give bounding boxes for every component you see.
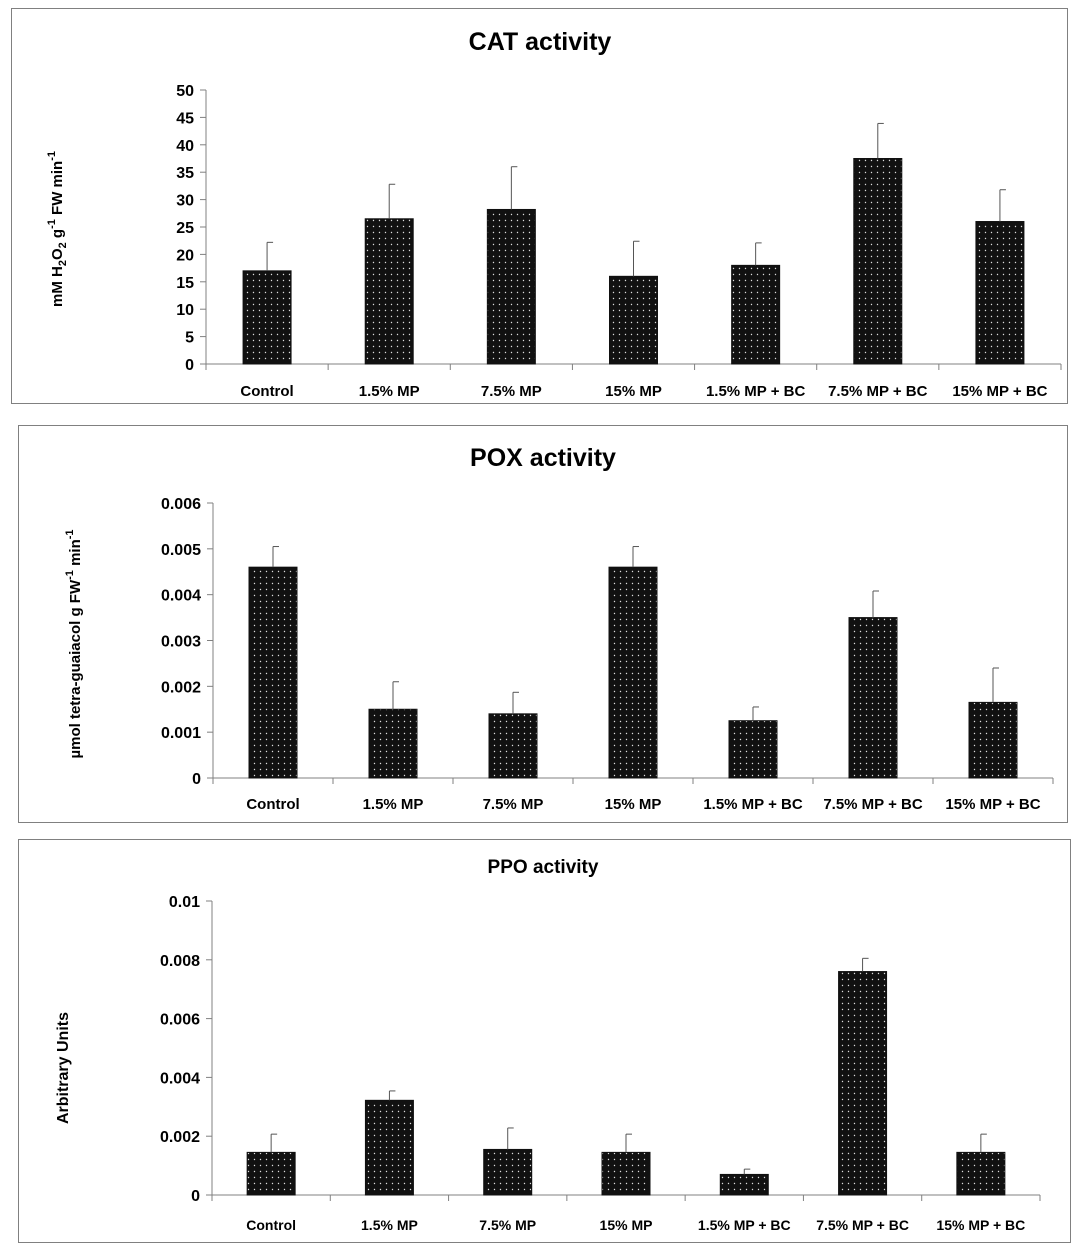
x-tick-label: 15% MP [600, 1217, 653, 1233]
y-axis-label: Arbitrary Units [55, 1012, 72, 1124]
y-tick-label: 5 [185, 330, 194, 347]
x-tick-label: Control [246, 796, 299, 813]
y-tick-label: 10 [176, 302, 194, 319]
pox-plot-area: 0 0.001 0.002 0.003 0.004 0.005 0.006 Control 1.… [161, 496, 1054, 813]
bar [246, 1151, 296, 1196]
x-tick-label: 7.5% MP [483, 796, 544, 813]
bar [731, 264, 781, 365]
y-tick-label: 0 [185, 357, 194, 374]
x-tick-label: 15% MP [605, 796, 662, 813]
x-tick-label: 15% MP + BC [936, 1217, 1025, 1233]
bar [719, 1173, 769, 1196]
bar [838, 971, 888, 1196]
x-tick-label: 7.5% MP + BC [823, 796, 923, 813]
y-tick-label: 0.006 [161, 496, 201, 513]
x-tick-label: 7.5% MP [479, 1217, 536, 1233]
y-tick-label: 40 [176, 138, 194, 155]
bar [488, 713, 538, 779]
y-tick-label: 0 [191, 1188, 200, 1205]
x-tick-label: 1.5% MP + BC [698, 1217, 791, 1233]
y-tick-label: 0.004 [161, 588, 201, 605]
x-tick-label: 1.5% MP + BC [706, 383, 806, 400]
bar [609, 275, 658, 365]
y-axis-label: mM H2O2 g-1 FW min-1 [46, 151, 69, 307]
y-tick-label: 0.006 [160, 1012, 200, 1029]
y-tick-label: 0.001 [161, 725, 201, 742]
x-tick-label: 7.5% MP [481, 383, 542, 400]
cat-chart-panel: CAT activity mM H2O2 g-1 FW min-1 0 5 10 15… [11, 8, 1068, 404]
x-tick-label: 7.5% MP + BC [828, 383, 928, 400]
cat-plot-area: 0 5 10 15 20 25 30 35 40 45 50 Control 1.5% MP 7.5% M… [176, 83, 1062, 400]
bar [248, 566, 298, 779]
bar [975, 221, 1025, 365]
bar [486, 208, 536, 365]
bar [242, 270, 292, 365]
y-tick-label: 15 [176, 275, 194, 292]
x-tick-label: 15% MP [605, 383, 662, 400]
x-tick-label: 1.5% MP + BC [703, 796, 803, 813]
chart-title: CAT activity [469, 28, 612, 56]
y-tick-label: 0.005 [161, 542, 201, 559]
pox-chart: POX activity µmol tetra-guaiacol g FW-1 … [64, 444, 1054, 813]
bar [968, 701, 1018, 779]
x-tick-label: 15% MP + BC [952, 383, 1047, 400]
y-tick-label: 25 [176, 220, 194, 237]
x-tick-label: 15% MP + BC [945, 796, 1040, 813]
x-tick-label: 1.5% MP [363, 796, 424, 813]
chart-title: POX activity [470, 444, 616, 472]
x-tick-label: Control [240, 383, 293, 400]
y-tick-label: 30 [176, 193, 194, 210]
bar [956, 1151, 1006, 1196]
x-tick-label: 1.5% MP [359, 383, 420, 400]
bar [364, 218, 414, 365]
y-tick-label: 0.01 [169, 894, 200, 911]
y-tick-label: 20 [176, 247, 194, 264]
bar [728, 720, 778, 779]
y-tick-label: 0.002 [161, 679, 201, 696]
ppo-plot-area: 0 0.002 0.004 0.006 0.008 0.01 Control 1.5% MP 7… [160, 894, 1041, 1233]
bar [601, 1151, 651, 1196]
ppo-chart-panel: PPO activity Arbitrary Units 0 0.002 0.004… [18, 839, 1071, 1243]
ppo-chart: PPO activity Arbitrary Units 0 0.002 0.004… [55, 857, 1041, 1233]
y-tick-label: 50 [176, 83, 194, 100]
y-tick-label: 0.002 [160, 1129, 200, 1146]
y-axis-label: µmol tetra-guaiacol g FW-1 min-1 [64, 529, 84, 758]
chart-title: PPO activity [488, 857, 599, 878]
bar [483, 1148, 533, 1196]
y-tick-label: 0 [192, 771, 201, 788]
bar [364, 1099, 414, 1196]
y-tick-label: 45 [176, 110, 194, 127]
y-tick-label: 0.003 [161, 634, 201, 651]
x-tick-label: 7.5% MP + BC [816, 1217, 909, 1233]
pox-chart-panel: POX activity µmol tetra-guaiacol g FW-1 … [18, 425, 1068, 823]
bar [853, 158, 903, 365]
y-tick-label: 35 [176, 165, 194, 182]
x-tick-label: 1.5% MP [361, 1217, 418, 1233]
bar [368, 708, 418, 779]
cat-chart: CAT activity mM H2O2 g-1 FW min-1 0 5 10 15… [46, 28, 1062, 400]
bar [608, 566, 658, 779]
y-tick-label: 0.004 [160, 1070, 200, 1087]
bar [848, 617, 898, 779]
x-tick-label: Control [246, 1217, 296, 1233]
y-tick-label: 0.008 [160, 953, 200, 970]
